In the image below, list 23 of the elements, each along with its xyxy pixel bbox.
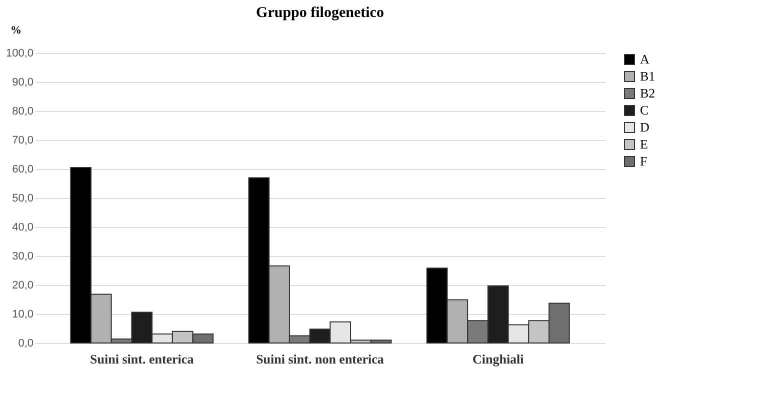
y-tick-label: 60,0	[12, 164, 34, 176]
y-tick-label: 70,0	[12, 134, 34, 146]
y-tick-label: 100,0	[6, 48, 34, 60]
chart-title: Gruppo filogenetico	[256, 5, 384, 21]
y-tick-label: 30,0	[12, 250, 34, 262]
y-tick-label: 90,0	[12, 76, 34, 88]
y-tick-label: 80,0	[12, 106, 34, 118]
x-tick-label: Suini sint. enterica	[90, 352, 194, 366]
y-tick-label: 50,0	[12, 192, 34, 204]
y-tick-label: 40,0	[12, 222, 34, 234]
legend-label: E	[640, 136, 648, 152]
x-tick-label: Cinghiali	[472, 352, 524, 366]
y-tick-label: 0,0	[18, 338, 34, 350]
x-tick-label: Suini sint. non enterica	[256, 352, 384, 366]
y-axis-title: %	[10, 24, 22, 36]
legend-label: D	[640, 120, 650, 134]
legend-label: B1	[640, 68, 656, 84]
legend-label: C	[640, 102, 649, 118]
legend-label: A	[640, 52, 650, 66]
y-tick-label: 20,0	[12, 280, 34, 292]
y-tick-label: 10,0	[12, 308, 34, 320]
legend-label: F	[640, 154, 648, 168]
legend-label: B2	[640, 86, 656, 100]
